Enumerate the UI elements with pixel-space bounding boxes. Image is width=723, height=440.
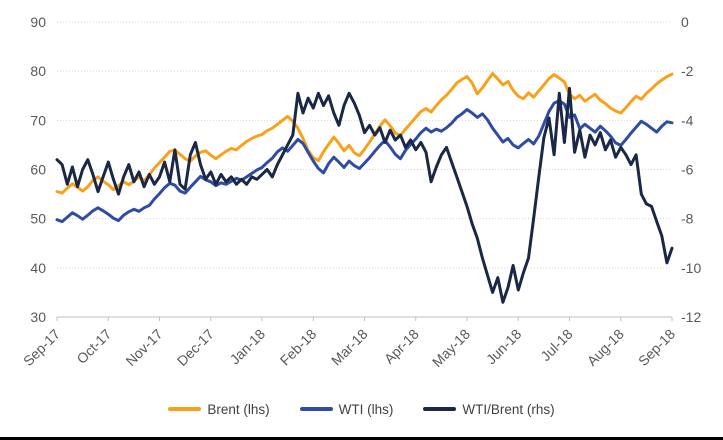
legend-swatch — [299, 407, 333, 411]
svg-text:Aug-18: Aug-18 — [584, 326, 627, 369]
svg-text:-2: -2 — [681, 63, 694, 79]
svg-text:80: 80 — [30, 63, 46, 79]
legend-label-brent: Brent (lhs) — [207, 401, 270, 417]
svg-text:May-18: May-18 — [429, 326, 473, 370]
legend-swatch — [423, 407, 457, 411]
svg-text:-6: -6 — [681, 162, 694, 178]
svg-text:Feb-18: Feb-18 — [277, 326, 320, 369]
svg-text:Jul-18: Jul-18 — [537, 326, 575, 364]
svg-text:-4: -4 — [681, 112, 694, 128]
svg-text:Oct-17: Oct-17 — [73, 326, 114, 367]
svg-text:70: 70 — [30, 112, 46, 128]
legend-swatch — [168, 407, 202, 411]
svg-text:Jun-18: Jun-18 — [483, 326, 525, 368]
svg-text:-12: -12 — [681, 309, 701, 325]
svg-text:60: 60 — [30, 162, 46, 178]
svg-text:Dec-17: Dec-17 — [174, 326, 217, 369]
bottom-divider-bar — [0, 437, 723, 440]
svg-text:Nov-17: Nov-17 — [122, 326, 165, 369]
svg-text:90: 90 — [30, 14, 46, 30]
svg-text:40: 40 — [30, 260, 46, 276]
svg-text:Jan-18: Jan-18 — [227, 326, 269, 368]
svg-text:Mar-18: Mar-18 — [328, 326, 371, 369]
svg-text:Sep-18: Sep-18 — [635, 326, 678, 369]
svg-text:Apr-18: Apr-18 — [381, 326, 422, 367]
svg-text:50: 50 — [30, 211, 46, 227]
legend-label-spread: WTI/Brent (rhs) — [462, 401, 555, 417]
svg-text:-8: -8 — [681, 211, 694, 227]
svg-text:30: 30 — [30, 309, 46, 325]
svg-text:0: 0 — [681, 14, 689, 30]
legend-item-wti: WTI (lhs) — [299, 401, 394, 417]
svg-text:-10: -10 — [681, 260, 701, 276]
legend-label-wti: WTI (lhs) — [338, 401, 394, 417]
legend-item-spread: WTI/Brent (rhs) — [423, 401, 555, 417]
legend: Brent (lhs) WTI (lhs) WTI/Brent (rhs) — [0, 399, 723, 419]
svg-text:Sep-17: Sep-17 — [20, 326, 63, 369]
legend-item-brent: Brent (lhs) — [168, 401, 270, 417]
